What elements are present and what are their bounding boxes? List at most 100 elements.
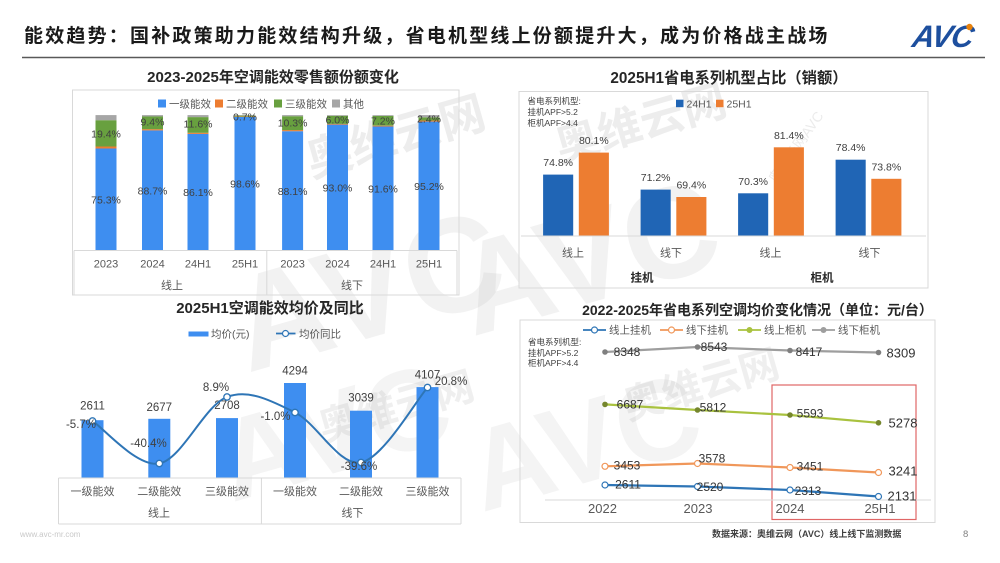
svg-text:一级能效: 一级能效	[273, 484, 317, 498]
svg-text:20.8%: 20.8%	[435, 376, 468, 388]
svg-text:25H1: 25H1	[232, 259, 258, 271]
svg-text:2023: 2023	[684, 501, 713, 516]
svg-text:3039: 3039	[348, 393, 374, 405]
svg-text:2023: 2023	[280, 259, 304, 271]
svg-text:0.7%: 0.7%	[233, 112, 257, 124]
svg-text:8309: 8309	[887, 346, 916, 361]
svg-text:2024: 2024	[325, 259, 349, 271]
svg-text:线下挂机: 线下挂机	[686, 324, 728, 337]
svg-text:一级能效: 一级能效	[71, 484, 115, 498]
svg-text:8.9%: 8.9%	[203, 382, 229, 394]
svg-text:2677: 2677	[147, 402, 173, 414]
svg-text:3453: 3453	[614, 459, 641, 473]
svg-text:三级能效: 三级能效	[285, 98, 327, 111]
svg-text:2022-2025年省电系列空调均价变化情况（单位：元/台）: 2022-2025年省电系列空调均价变化情况（单位：元/台）	[582, 302, 933, 318]
svg-text:73.8%: 73.8%	[871, 161, 901, 173]
svg-text:9.4%: 9.4%	[141, 117, 165, 129]
svg-text:数据来源：奥维云网（AVC）线上线下监测数据: 数据来源：奥维云网（AVC）线上线下监测数据	[712, 528, 901, 539]
svg-text:8348: 8348	[614, 345, 641, 359]
svg-text:三级能效: 三级能效	[406, 484, 450, 498]
svg-text:8543: 8543	[701, 340, 728, 354]
svg-text:2022: 2022	[588, 501, 617, 516]
svg-text:2313: 2313	[795, 484, 822, 498]
svg-text:3578: 3578	[699, 452, 726, 466]
svg-text:91.6%: 91.6%	[368, 183, 398, 195]
svg-text:70.3%: 70.3%	[738, 176, 768, 188]
svg-text:19.4%: 19.4%	[91, 128, 121, 140]
svg-text:25H1: 25H1	[864, 501, 895, 516]
svg-text:线上: 线上	[760, 246, 782, 260]
svg-text:三级能效: 三级能效	[205, 484, 249, 498]
svg-text:线下柜机: 线下柜机	[838, 324, 880, 337]
svg-text:5812: 5812	[700, 401, 727, 415]
svg-text:3241: 3241	[889, 464, 918, 479]
svg-text:能效趋势：国补政策助力能效结构升级，省电机型线上份额提升大，: 能效趋势：国补政策助力能效结构升级，省电机型线上份额提升大，成为价格战主战场	[24, 24, 830, 47]
svg-text:11.6%: 11.6%	[184, 119, 213, 131]
svg-text:81.4%: 81.4%	[774, 130, 804, 142]
svg-text:7.2%: 7.2%	[371, 116, 395, 128]
svg-text:2520: 2520	[697, 480, 724, 494]
svg-text:线下: 线下	[859, 246, 881, 260]
svg-text:80.1%: 80.1%	[579, 135, 609, 147]
svg-text:www.avc-mr.com: www.avc-mr.com	[19, 530, 81, 539]
svg-text:71.2%: 71.2%	[641, 172, 671, 184]
svg-text:一级能效: 一级能效	[169, 98, 211, 111]
svg-text:柜机APF>4.4: 柜机APF>4.4	[528, 358, 579, 368]
svg-text:2023: 2023	[94, 259, 118, 271]
svg-text:线上柜机: 线上柜机	[764, 324, 806, 337]
svg-text:省电系列机型:: 省电系列机型:	[528, 96, 581, 106]
svg-text:24H1: 24H1	[687, 99, 712, 111]
svg-text:线下: 线下	[341, 278, 363, 292]
svg-text:-5.7%: -5.7%	[66, 419, 96, 431]
svg-text:6687: 6687	[617, 398, 644, 412]
svg-text:6.0%: 6.0%	[326, 115, 350, 127]
svg-text:线上: 线上	[562, 246, 584, 260]
svg-text:69.4%: 69.4%	[676, 180, 706, 192]
svg-text:AVC: AVC	[454, 349, 714, 537]
svg-text:2024: 2024	[776, 501, 805, 516]
svg-text:24H1: 24H1	[185, 259, 211, 271]
svg-text:2023-2025年空调能效零售额份额变化: 2023-2025年空调能效零售额份额变化	[147, 68, 399, 86]
svg-text:柜机APF>4.4: 柜机APF>4.4	[528, 118, 579, 128]
svg-text:线上: 线上	[148, 506, 170, 520]
svg-text:88.1%: 88.1%	[278, 186, 308, 198]
svg-text:均价同比: 均价同比	[299, 328, 341, 341]
svg-text:柜机: 柜机	[811, 271, 834, 285]
svg-text:-39.6%: -39.6%	[341, 461, 377, 473]
svg-text:2611: 2611	[80, 401, 105, 413]
svg-text:线下: 线下	[342, 506, 364, 520]
svg-text:5593: 5593	[797, 407, 824, 421]
svg-text:75.3%: 75.3%	[91, 195, 121, 207]
svg-text:二级能效: 二级能效	[137, 484, 181, 498]
svg-text:24H1: 24H1	[370, 259, 396, 271]
svg-text:93.0%: 93.0%	[323, 183, 353, 195]
svg-text:挂机APF>5.2: 挂机APF>5.2	[528, 348, 579, 358]
svg-text:2024: 2024	[140, 259, 164, 271]
svg-text:挂机APF>5.2: 挂机APF>5.2	[528, 107, 579, 117]
svg-text:AVC: AVC	[909, 19, 978, 54]
svg-text:二级能效: 二级能效	[339, 484, 383, 498]
svg-text:88.7%: 88.7%	[138, 185, 168, 197]
svg-text:86.1%: 86.1%	[183, 187, 213, 199]
svg-text:其他: 其他	[343, 98, 364, 111]
svg-text:线下: 线下	[660, 246, 682, 260]
svg-text:95.2%: 95.2%	[414, 181, 444, 193]
svg-text:8: 8	[963, 529, 968, 540]
svg-text:省电系列机型:: 省电系列机型:	[528, 337, 581, 347]
svg-text:25H1: 25H1	[727, 99, 752, 111]
svg-text:2.4%: 2.4%	[417, 114, 441, 126]
svg-text:2025H1省电系列机型占比（销额）: 2025H1省电系列机型占比（销额）	[610, 69, 847, 87]
svg-text:98.6%: 98.6%	[230, 179, 260, 191]
svg-text:25H1: 25H1	[416, 259, 442, 271]
svg-text:均价(元): 均价(元)	[211, 329, 250, 341]
svg-text:10.3%: 10.3%	[278, 118, 308, 130]
svg-text:2611: 2611	[615, 478, 641, 492]
svg-text:3451: 3451	[797, 460, 824, 474]
svg-text:二级能效: 二级能效	[226, 98, 268, 111]
svg-text:5278: 5278	[889, 416, 918, 431]
svg-text:2025H1空调能效均价及同比: 2025H1空调能效均价及同比	[176, 299, 364, 317]
svg-text:线上: 线上	[161, 278, 183, 292]
svg-text:挂机: 挂机	[631, 271, 654, 285]
svg-text:-1.0%: -1.0%	[260, 411, 290, 423]
svg-text:74.8%: 74.8%	[543, 157, 573, 169]
